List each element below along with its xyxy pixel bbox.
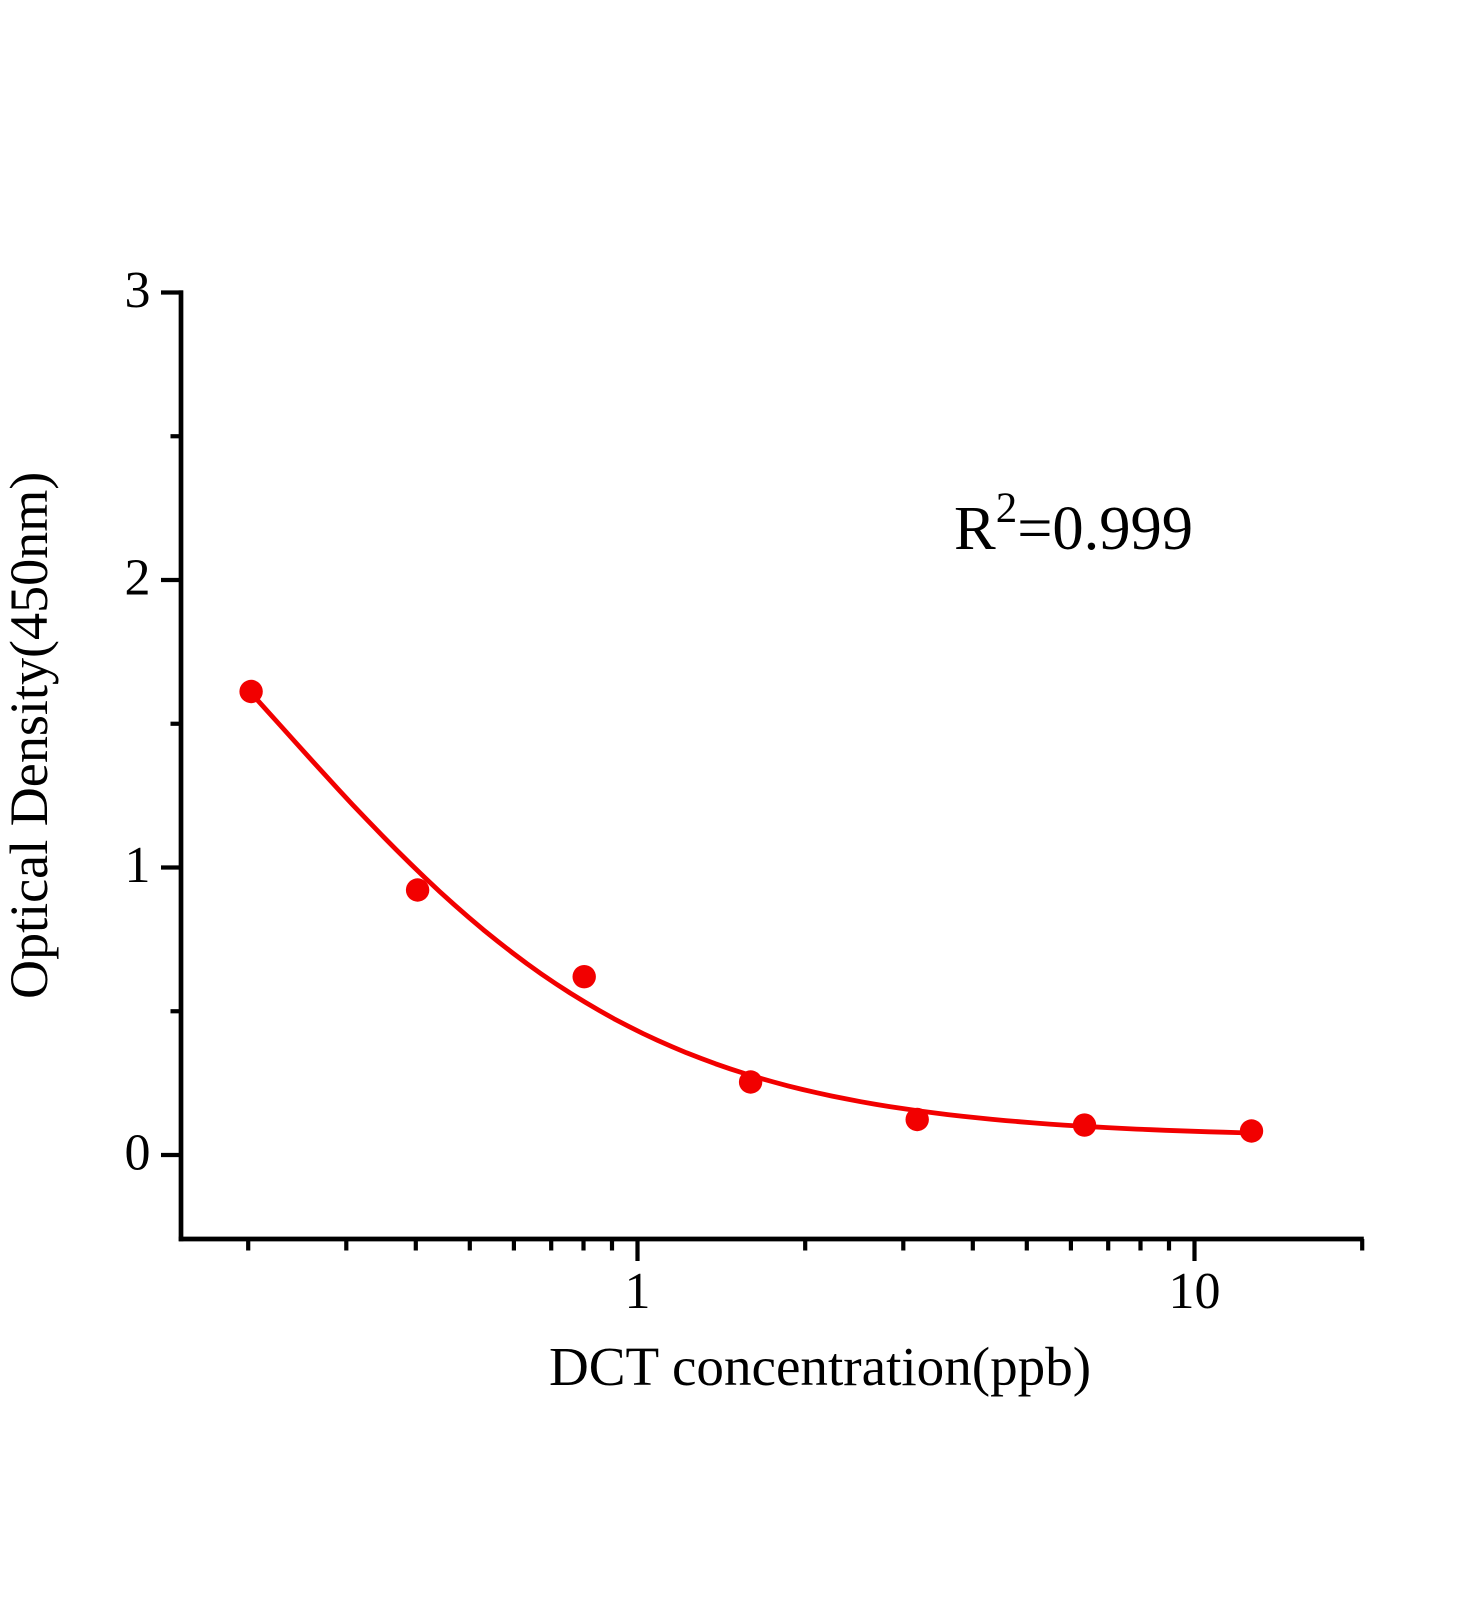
svg-text:DCT concentration(ppb): DCT concentration(ppb) [549,1336,1091,1397]
svg-text:3: 3 [125,262,151,319]
svg-text:10: 10 [1169,1263,1221,1320]
svg-text:1: 1 [625,1263,651,1320]
svg-text:Optical Density(450nm): Optical Density(450nm) [0,472,59,999]
svg-text:2: 2 [125,550,151,607]
svg-text:0: 0 [125,1125,151,1182]
svg-text:1: 1 [125,837,151,894]
svg-text:R2=0.999: R2=0.999 [954,485,1193,563]
